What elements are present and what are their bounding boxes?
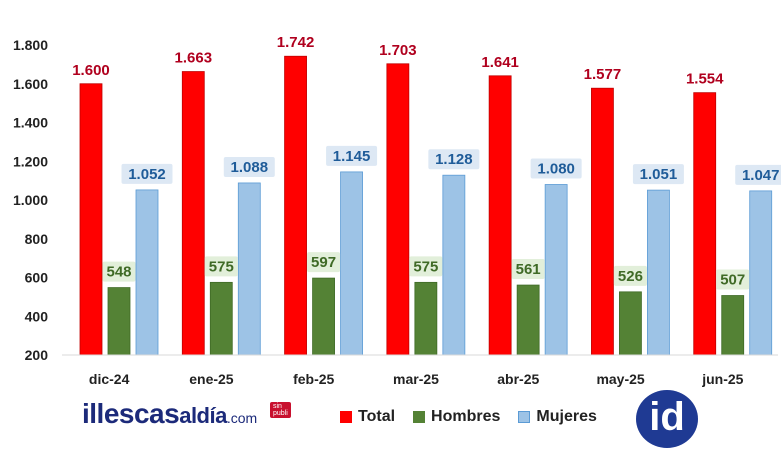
data-label-bg-hombres — [511, 259, 545, 280]
logo-main-text: illescas — [82, 398, 180, 429]
bar-chart: 200 400 600 800 1.000 1.200 1.400 1.600 1.800 1.… — [13, 34, 781, 387]
legend-item-mujeres: Mujeres — [518, 408, 597, 426]
data-label-bg-mujeres — [530, 158, 582, 179]
data-label-bg-hombres — [307, 252, 341, 273]
logo-badge: sin publi — [270, 402, 291, 418]
data-label-bg-mujeres — [735, 164, 781, 185]
data-label-bg-hombres — [716, 269, 750, 290]
data-label-total: 1.600 — [72, 62, 110, 79]
data-label-bg-mujeres — [121, 163, 173, 184]
y-tick-label: 600 — [25, 270, 49, 286]
data-label-mujeres: 1.051 — [640, 166, 678, 183]
bar-hombres-may-25 — [619, 291, 642, 356]
bar-total-feb-25 — [284, 55, 307, 356]
bar-hombres-jun-25 — [721, 295, 745, 356]
x-axis: dic-24 ene-25 feb-25 mar-25 abr-25 may-25 jun-… — [62, 354, 778, 387]
legend-swatch-mujeres — [518, 411, 531, 423]
bar-mujeres-abr-25 — [544, 184, 568, 356]
data-label-hombres: 507 — [720, 272, 745, 289]
x-tick-label: may-25 — [596, 371, 644, 387]
data-label-mujeres: 1.128 — [435, 151, 473, 168]
data-label-hombres: 548 — [106, 264, 131, 281]
data-labels: 1.600 548 1.052 1.663 575 1.088 1.742 597 1.145 1… — [72, 34, 781, 290]
x-tick-label: abr-25 — [497, 371, 539, 387]
data-label-bg-mujeres — [326, 145, 378, 166]
bar-mujeres-feb-25 — [340, 171, 363, 356]
legend-label-mujeres: Mujeres — [536, 408, 597, 425]
data-label-bg-hombres — [102, 261, 136, 282]
x-tick-label: dic-24 — [89, 371, 130, 387]
data-label-mujeres: 1.080 — [537, 161, 575, 178]
bar-hombres-feb-25 — [312, 277, 335, 356]
bar-hombres-ene-25 — [209, 281, 233, 356]
data-label-bg-hombres — [204, 256, 238, 277]
data-label-mujeres: 1.145 — [333, 148, 371, 165]
x-tick-label: jun-25 — [701, 371, 743, 387]
data-label-bg-mujeres — [428, 149, 480, 170]
id-logo: id — [636, 390, 698, 448]
legend-swatch-hombres — [413, 411, 426, 423]
data-label-hombres: 561 — [516, 261, 541, 278]
data-label-bg-mujeres — [223, 156, 275, 177]
y-tick-label: 200 — [25, 347, 49, 363]
bar-mujeres-may-25 — [647, 189, 670, 356]
data-label-mujeres: 1.047 — [742, 167, 780, 184]
y-tick-label: 1.400 — [13, 115, 48, 131]
bar-mujeres-ene-25 — [237, 182, 261, 356]
y-axis: 200 400 600 800 1.000 1.200 1.400 1.600 1.800 — [13, 37, 48, 363]
data-label-total: 1.663 — [175, 50, 213, 67]
bar-total-ene-25 — [181, 71, 205, 356]
bar-mujeres-mar-25 — [442, 174, 466, 356]
y-tick-label: 1.000 — [13, 192, 48, 208]
logo-accent-text: aldía — [179, 403, 227, 428]
y-tick-label: 800 — [25, 231, 49, 247]
legend-item-hombres: Hombres — [413, 408, 500, 426]
bar-mujeres-dic-24 — [135, 189, 159, 356]
legend-label-hombres: Hombres — [431, 408, 501, 425]
data-label-mujeres: 1.088 — [231, 159, 269, 176]
data-label-bg-hombres — [613, 265, 647, 286]
x-tick-label: mar-25 — [393, 371, 439, 387]
bar-total-dic-24 — [79, 83, 103, 356]
data-label-total: 1.742 — [277, 34, 315, 51]
data-label-total: 1.703 — [379, 42, 417, 59]
legend: Total Hombres Mujeres — [340, 404, 597, 430]
bar-total-mar-25 — [386, 63, 410, 356]
bar-total-jun-25 — [693, 92, 717, 356]
logo-suffix-text: .com — [226, 410, 258, 426]
data-label-hombres: 526 — [618, 268, 643, 285]
y-tick-label: 1.600 — [13, 76, 48, 92]
legend-swatch-total — [340, 411, 352, 423]
data-label-hombres: 575 — [413, 258, 438, 275]
y-tick-label: 1.800 — [13, 37, 48, 53]
y-tick-label: 400 — [25, 308, 49, 324]
bar-hombres-dic-24 — [107, 287, 131, 356]
data-label-total: 1.577 — [584, 66, 622, 83]
bar-total-may-25 — [591, 87, 614, 356]
data-label-bg-hombres — [409, 256, 443, 277]
data-label-total: 1.641 — [481, 54, 519, 71]
y-tick-label: 1.200 — [13, 153, 48, 169]
data-label-bg-mujeres — [632, 164, 684, 185]
data-label-hombres: 597 — [311, 254, 336, 271]
bar-total-abr-25 — [488, 75, 512, 356]
bar-hombres-mar-25 — [414, 281, 438, 356]
data-label-total: 1.554 — [686, 71, 724, 88]
data-label-mujeres: 1.052 — [128, 166, 166, 183]
illescas-al-dia-logo: illescasaldía.com sin publi — [82, 398, 291, 434]
bars — [79, 55, 773, 356]
bar-mujeres-jun-25 — [749, 190, 773, 356]
legend-label-total: Total — [358, 408, 396, 425]
x-tick-label: feb-25 — [293, 371, 334, 387]
legend-item-total: Total — [340, 408, 395, 426]
x-tick-label: ene-25 — [189, 371, 234, 387]
id-logo-text: id — [649, 395, 685, 439]
bar-hombres-abr-25 — [516, 284, 540, 356]
data-label-hombres: 575 — [209, 258, 234, 275]
